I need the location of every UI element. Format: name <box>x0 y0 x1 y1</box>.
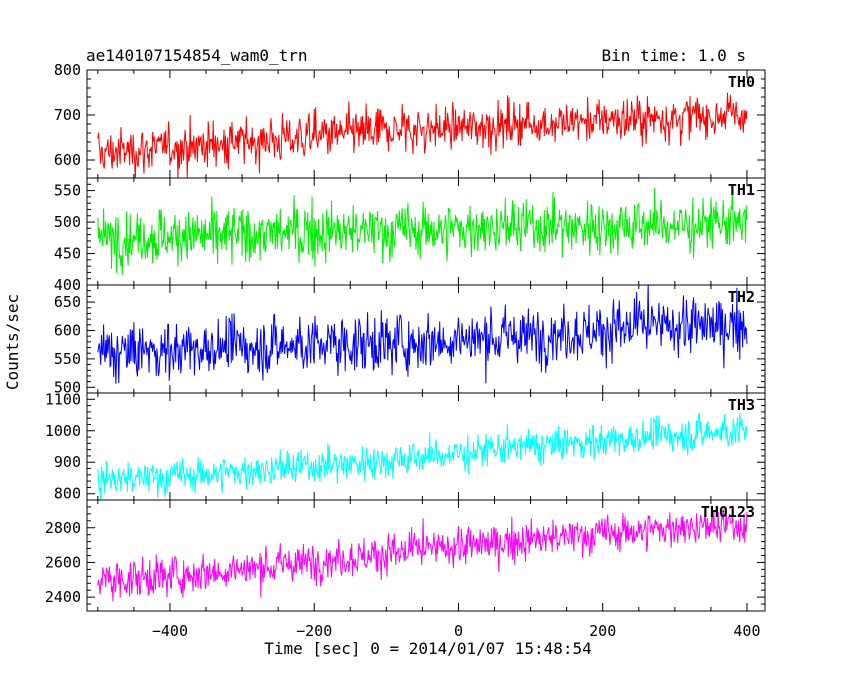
y-tick-label: 500 <box>54 213 81 231</box>
y-tick-label: 2400 <box>45 588 81 606</box>
chart-title-right: Bin time: 1.0 s <box>602 46 747 65</box>
y-tick-label: 1100 <box>45 390 81 408</box>
x-tick-label: 200 <box>589 622 616 640</box>
panel-frame <box>86 284 766 394</box>
series-line-th2 <box>97 285 748 384</box>
y-tick-label: 800 <box>54 485 81 503</box>
panel-label-th1: TH1 <box>728 181 755 199</box>
x-tick-label: 0 <box>454 622 463 640</box>
panel-label-th0: TH0 <box>728 73 755 91</box>
series-line-th0123 <box>97 506 748 602</box>
y-tick-label: 550 <box>54 350 81 368</box>
panel-th0123: 2400 2600 2800 TH0123 <box>45 499 766 612</box>
panel-label-th2: TH2 <box>728 288 755 306</box>
x-axis-title: Time [sec] 0 = 2014/01/07 15:48:54 <box>264 639 592 658</box>
y-tick-label: 800 <box>54 61 81 79</box>
y-tick-label: 700 <box>54 106 81 124</box>
panel-th1: 400 450 500 550 TH1 <box>54 177 766 294</box>
y-tick-label: 500 <box>54 378 81 396</box>
panels-group: 600 700 800 TH0 400 450 500 550 TH1 500 550 600 650 T… <box>45 61 766 612</box>
x-tick-label: −400 <box>152 622 188 640</box>
panel-th0: 600 700 800 TH0 <box>54 61 766 179</box>
panel-th3: 800 900 1000 1100 TH3 <box>45 390 766 503</box>
x-axis-tick-labels: −400 −200 0 200 400 <box>152 622 761 640</box>
y-tick-label: 2600 <box>45 553 81 571</box>
panel-frame <box>86 392 766 501</box>
series-line-th1 <box>97 185 748 275</box>
x-tick-label: −200 <box>296 622 332 640</box>
x-tick-label: 400 <box>733 622 760 640</box>
y-tick-label: 2800 <box>45 519 81 537</box>
y-tick-label: 400 <box>54 276 81 294</box>
panel-label-th3: TH3 <box>728 396 755 414</box>
y-tick-label: 650 <box>54 293 81 311</box>
y-tick-label: 550 <box>54 182 81 200</box>
y-tick-label: 1000 <box>45 422 81 440</box>
y-axis-title: Counts/sec <box>3 294 22 390</box>
chart-title-left: ae140107154854_wam0_trn <box>86 46 308 65</box>
series-line-th3 <box>97 412 748 500</box>
panel-label-th0123: TH0123 <box>701 503 755 521</box>
y-tick-label: 900 <box>54 453 81 471</box>
panel-frame <box>86 499 766 612</box>
y-tick-label: 600 <box>54 321 81 339</box>
series-line-th0 <box>97 92 748 178</box>
panel-th2: 500 550 600 650 TH2 <box>54 284 766 396</box>
y-tick-label: 450 <box>54 245 81 263</box>
y-tick-label: 600 <box>54 151 81 169</box>
